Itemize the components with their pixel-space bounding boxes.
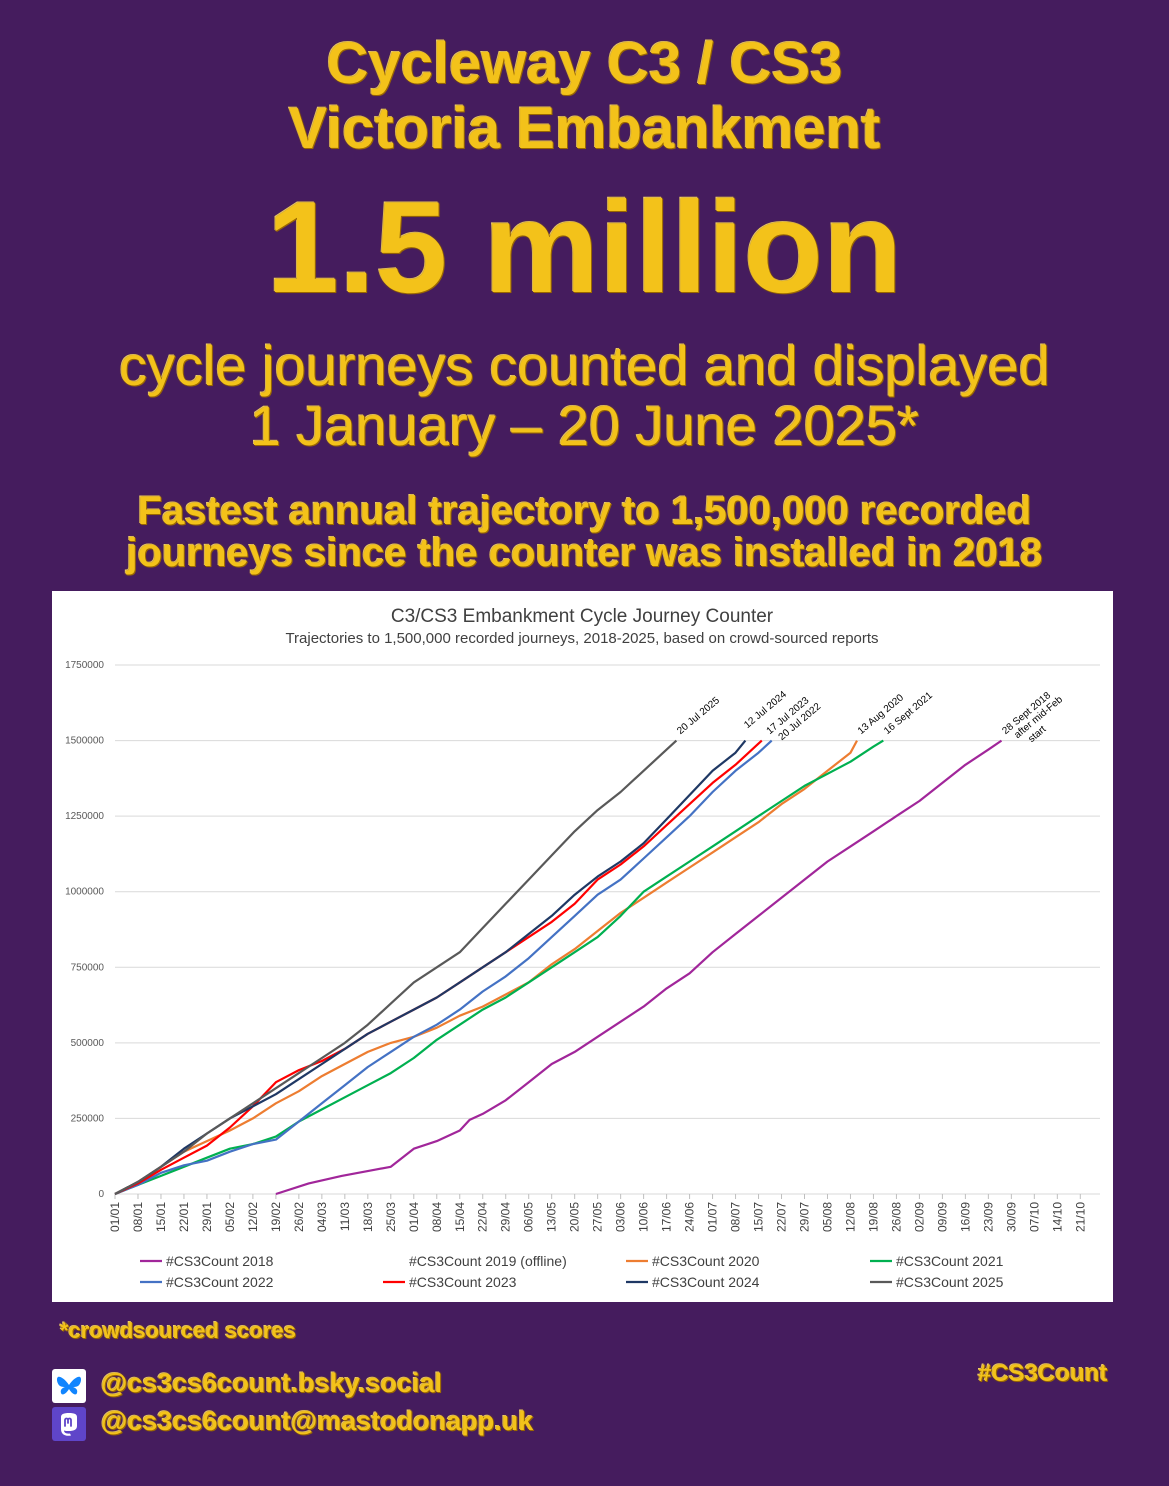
mastodon-icon-glyph xyxy=(61,1413,77,1436)
x-tick-label: 24/06 xyxy=(683,1202,697,1232)
line-chart: C3/CS3 Embankment Cycle Journey Counter T… xyxy=(65,606,1100,1290)
x-tick-label: 08/07 xyxy=(729,1202,743,1232)
series-line-2 xyxy=(114,740,858,1195)
series-line-7 xyxy=(114,739,678,1195)
x-tick-label: 02/09 xyxy=(912,1202,926,1232)
mastodon-handle[interactable]: @cs3cs6count@mastodonapp.uk xyxy=(101,1406,534,1436)
legend-label: #CS3Count 2022 xyxy=(166,1274,274,1290)
claim-line-2: journeys since the counter was installed… xyxy=(126,531,1043,575)
y-tick-label: 500000 xyxy=(71,1038,105,1049)
x-tick-label: 08/01 xyxy=(131,1202,145,1232)
y-tick-label: 1250000 xyxy=(65,811,104,822)
x-tick-label: 15/01 xyxy=(154,1202,168,1232)
y-tick-label: 1000000 xyxy=(65,887,104,898)
chart-panel: C3/CS3 Embankment Cycle Journey Counter T… xyxy=(52,591,1113,1302)
y-tick-label: 750000 xyxy=(71,962,105,973)
mastodon-icon[interactable] xyxy=(52,1407,86,1441)
chart-subtitle: Trajectories to 1,500,000 recorded journ… xyxy=(285,630,878,647)
chart-title: C3/CS3 Embankment Cycle Journey Counter xyxy=(391,606,774,627)
x-tick-label: 23/09 xyxy=(981,1202,995,1232)
x-tick-label: 29/07 xyxy=(798,1202,812,1232)
x-tick-label: 12/02 xyxy=(246,1202,260,1232)
hashtag: #CS3Count xyxy=(978,1360,1108,1387)
x-tick-label: 27/05 xyxy=(591,1202,605,1232)
x-tick-label: 04/03 xyxy=(315,1202,329,1232)
subtitle-line-2: 1 January – 20 June 2025* xyxy=(249,394,920,457)
x-tick-label: 05/08 xyxy=(820,1202,834,1232)
x-tick-label: 26/08 xyxy=(889,1202,903,1232)
x-tick-label: 13/05 xyxy=(545,1202,559,1232)
x-tick-label: 18/03 xyxy=(361,1202,375,1232)
x-tick-label: 25/03 xyxy=(384,1202,398,1232)
legend-label: #CS3Count 2021 xyxy=(896,1253,1004,1269)
x-tick-label: 06/05 xyxy=(522,1202,536,1232)
x-tick-label: 14/10 xyxy=(1050,1202,1064,1232)
bluesky-handle[interactable]: @cs3cs6count.bsky.social xyxy=(101,1368,442,1398)
x-tick-label: 03/06 xyxy=(614,1202,628,1232)
headline-figure: 1.5 million xyxy=(266,174,903,320)
x-tick-label: 12/08 xyxy=(843,1202,857,1232)
legend-label: #CS3Count 2018 xyxy=(166,1253,274,1269)
legend-label: #CS3Count 2020 xyxy=(652,1253,760,1269)
x-tick-label: 08/04 xyxy=(430,1202,444,1232)
x-tick-label: 09/09 xyxy=(935,1202,949,1232)
y-tick-label: 0 xyxy=(98,1189,104,1200)
x-tick-label: 30/09 xyxy=(1004,1202,1018,1232)
x-tick-label: 05/02 xyxy=(223,1202,237,1232)
x-tick-label: 20/05 xyxy=(568,1202,582,1232)
x-tick-label: 19/02 xyxy=(269,1202,283,1232)
series-line-4 xyxy=(114,739,773,1196)
x-tick-label: 15/04 xyxy=(453,1202,467,1232)
annotation-label: 20 Jul 2025 xyxy=(675,695,722,737)
x-tick-label: 01/07 xyxy=(706,1202,720,1232)
legend-label: #CS3Count 2025 xyxy=(896,1274,1004,1290)
x-tick-label: 29/04 xyxy=(499,1202,513,1232)
x-tick-label: 26/02 xyxy=(292,1202,306,1232)
title-line-1: Cycleway C3 / CS3 xyxy=(326,31,843,96)
y-tick-label: 1500000 xyxy=(65,736,104,747)
x-tick-label: 10/06 xyxy=(637,1202,651,1232)
butterfly-icon-glyph xyxy=(56,1376,82,1395)
x-tick-label: 15/07 xyxy=(752,1202,766,1232)
y-tick-label: 1750000 xyxy=(65,660,104,671)
x-tick-label: 07/10 xyxy=(1027,1202,1041,1232)
x-tick-label: 19/08 xyxy=(866,1202,880,1232)
x-tick-label: 22/04 xyxy=(476,1202,490,1232)
footnote: *crowdsourced scores xyxy=(60,1318,296,1343)
legend-label: #CS3Count 2019 (offline) xyxy=(409,1253,567,1269)
x-tick-label: 01/04 xyxy=(407,1202,421,1232)
claim-line-1: Fastest annual trajectory to 1,500,000 r… xyxy=(137,489,1032,533)
x-tick-label: 01/01 xyxy=(108,1202,122,1232)
title-line-2: Victoria Embankment xyxy=(288,96,881,161)
x-tick-label: 22/07 xyxy=(775,1202,789,1232)
butterfly-icon[interactable] xyxy=(52,1369,86,1403)
y-tick-label: 250000 xyxy=(71,1113,105,1124)
subtitle-line-1: cycle journeys counted and displayed xyxy=(119,334,1050,397)
legend-label: #CS3Count 2024 xyxy=(652,1274,760,1290)
x-tick-label: 16/09 xyxy=(958,1202,972,1232)
x-tick-label: 11/03 xyxy=(338,1202,352,1231)
x-tick-label: 21/10 xyxy=(1073,1202,1087,1232)
series-line-0 xyxy=(275,739,1003,1196)
x-tick-label: 17/06 xyxy=(660,1202,674,1232)
x-tick-label: 29/01 xyxy=(200,1202,214,1232)
x-tick-label: 22/01 xyxy=(177,1202,191,1232)
legend-label: #CS3Count 2023 xyxy=(409,1274,517,1290)
